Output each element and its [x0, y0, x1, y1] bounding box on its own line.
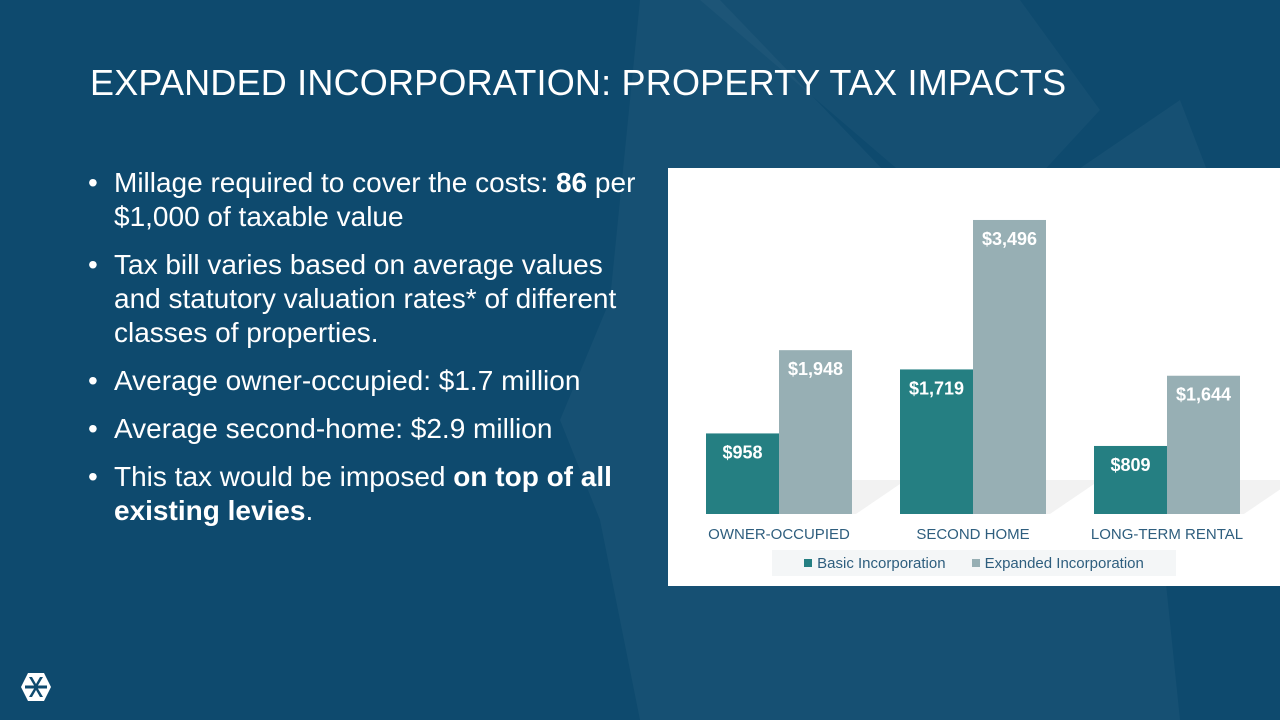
bar: [1094, 445, 1167, 514]
bar-data-label: $958: [722, 442, 762, 462]
legend-swatch: [804, 559, 813, 567]
bullet-item: • Average owner-occupied: $1.7 million: [88, 364, 648, 398]
bullet-text: per $1,000 of taxable value: [114, 167, 636, 232]
bullet-dot: •: [88, 167, 98, 198]
bullet-text: Tax bill varies based on average values …: [114, 249, 617, 348]
bullet-text: Millage required to cover the costs:: [114, 167, 556, 198]
bar-data-label: $3,496: [982, 229, 1037, 249]
bullet-item: • Millage required to cover the costs: 86…: [88, 166, 648, 234]
bullet-item: • This tax would be imposed on top of all…: [88, 460, 648, 528]
category-label: OWNER-OCCUPIED: [708, 526, 850, 543]
bar: [1167, 375, 1240, 514]
bullet-list: • Millage required to cover the costs: 86…: [88, 166, 648, 542]
bar: [706, 433, 779, 514]
category-label: LONG-TERM RENTAL: [1091, 526, 1243, 543]
chart-card: $958 $1,948 OWNER-OCCUPIED $1,719 $3,496 SECO…: [668, 168, 1280, 586]
ski-resort-logo-icon: [21, 673, 51, 701]
legend-item: Basic Incorporation: [804, 554, 946, 572]
bar-data-label: $1,644: [1176, 385, 1231, 405]
bar: [779, 350, 852, 514]
bar: [973, 219, 1046, 515]
legend-label: Expanded Incorporation: [984, 554, 1144, 572]
category-label: SECOND HOME: [916, 526, 1029, 543]
bullet-dot: •: [88, 413, 98, 444]
chart-legend: Basic Incorporation Expanded Incorporatio…: [772, 550, 1176, 576]
bar: [900, 369, 973, 514]
bullet-text: Average second-home: $2.9 million: [114, 413, 553, 444]
bar-data-label: $1,948: [788, 359, 843, 379]
bullet-text-bold: on top of all existing levies: [114, 461, 612, 526]
bullet-item: • Average second-home: $2.9 million: [88, 412, 648, 446]
legend-label: Basic Incorporation: [817, 554, 946, 572]
bullet-text-bold: 86: [555, 167, 588, 198]
bar-chart: $958 $1,948 OWNER-OCCUPIED $1,719 $3,496 SECO…: [706, 219, 1280, 543]
bullet-dot: •: [88, 461, 98, 492]
slide-title: EXPANDED INCORPORATION: PROPERTY TAX IMP…: [90, 62, 1067, 103]
legend-swatch: [971, 559, 980, 567]
bullet-text: Average owner-occupied: $1.7 million: [114, 365, 581, 396]
bar-data-label: $1,719: [909, 378, 964, 398]
bar-data-label: $809: [1110, 455, 1150, 475]
legend-item: Expanded Incorporation: [971, 554, 1144, 572]
bullet-dot: •: [88, 249, 98, 280]
bullet-text: .: [305, 495, 314, 526]
bullet-item: • Tax bill varies based on average values…: [88, 248, 648, 350]
bullet-dot: •: [88, 365, 98, 396]
bullet-text: This tax would be imposed: [114, 461, 454, 492]
